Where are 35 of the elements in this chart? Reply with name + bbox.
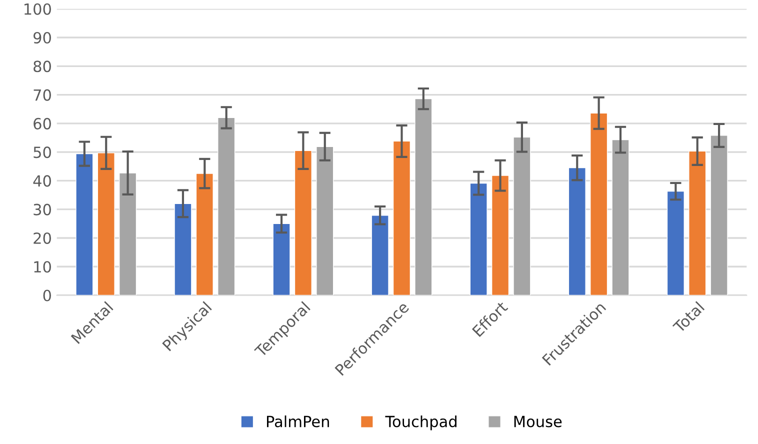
bar bbox=[316, 146, 334, 296]
bar bbox=[174, 203, 192, 296]
y-tick-label: 50 bbox=[34, 146, 51, 158]
y-tick-label: 30 bbox=[34, 204, 51, 216]
bar bbox=[470, 182, 488, 296]
y-tick-label: 20 bbox=[34, 232, 51, 244]
y-tick-label: 80 bbox=[34, 60, 51, 72]
bar bbox=[294, 150, 312, 296]
legend-label: PalmPen bbox=[266, 415, 329, 428]
bar bbox=[118, 172, 137, 296]
y-tick-label: 90 bbox=[34, 32, 51, 44]
bar bbox=[272, 223, 290, 296]
bar bbox=[414, 98, 432, 296]
bar bbox=[688, 150, 706, 296]
bar bbox=[97, 152, 115, 296]
bar bbox=[612, 139, 630, 296]
bar bbox=[491, 175, 510, 296]
legend-label: Mouse bbox=[514, 416, 562, 428]
bar bbox=[218, 117, 236, 296]
y-tick-label: 10 bbox=[34, 261, 51, 273]
y-tick-label: 70 bbox=[34, 89, 51, 101]
bar bbox=[392, 140, 411, 296]
y-tick-label: 40 bbox=[33, 175, 51, 187]
y-tick-label: 0 bbox=[43, 290, 51, 302]
bar bbox=[666, 190, 684, 296]
bar bbox=[76, 153, 94, 296]
bar bbox=[710, 135, 728, 296]
bar bbox=[371, 215, 389, 296]
bar bbox=[568, 167, 586, 296]
y-tick-label: 60 bbox=[34, 118, 51, 130]
bar bbox=[196, 173, 214, 296]
bar bbox=[513, 136, 531, 296]
y-tick-label: 100 bbox=[24, 3, 51, 15]
bar bbox=[590, 112, 608, 296]
legend-label: Touchpad bbox=[385, 415, 456, 430]
